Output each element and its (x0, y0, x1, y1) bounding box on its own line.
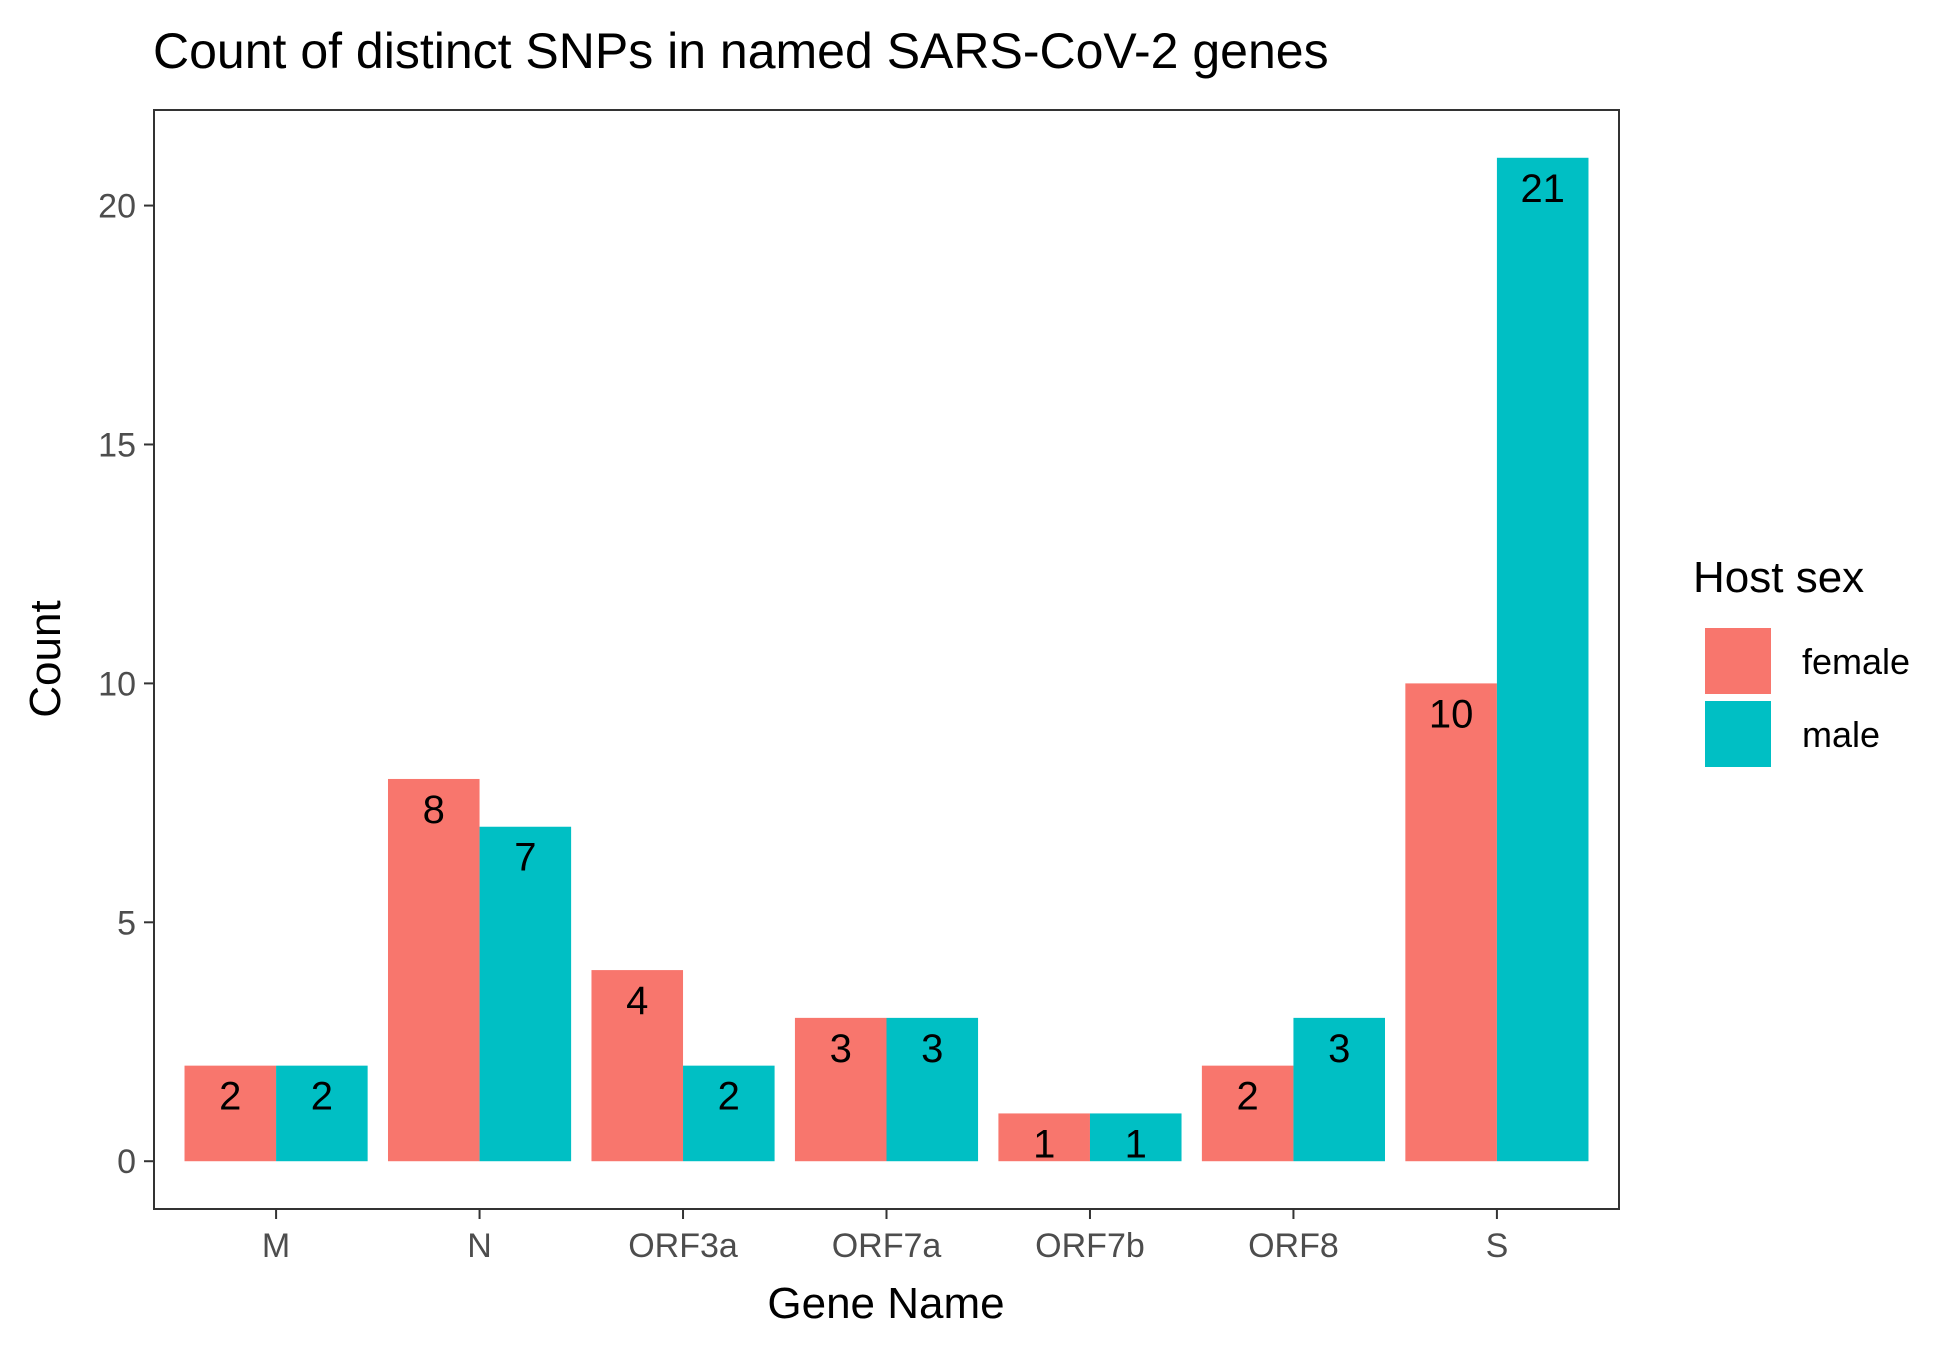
bar-value-label-orf8-female: 2 (1237, 1075, 1259, 1119)
y-tick-label: 10 (98, 665, 136, 703)
x-tick-label-m: M (262, 1227, 290, 1265)
bar-labels-group: 2 2 8 7 4 2 3 3 1 1 2 3 10 21 (219, 167, 1565, 1167)
bar-n-male (479, 826, 572, 1162)
bar-value-label-n-female: 8 (423, 788, 445, 832)
bar-m-male (276, 1065, 368, 1162)
bar-value-label-orf8-male: 3 (1328, 1027, 1350, 1071)
bar-value-label-orf3a-female: 4 (626, 979, 648, 1023)
bar-orf8-male (1293, 1017, 1385, 1162)
y-tick-label: 0 (117, 1143, 136, 1181)
x-tick-label-orf8: ORF8 (1248, 1227, 1339, 1265)
y-tick-label: 15 (98, 426, 136, 464)
x-axis: M N ORF3a ORF7a ORF7b ORF8 S (262, 1209, 1508, 1265)
bar-orf7a-male (886, 1017, 979, 1162)
bar-orf3a-female (591, 970, 684, 1162)
bar-orf7a-female (794, 1017, 887, 1162)
bar-n-female (387, 778, 480, 1162)
x-axis-title: Gene Name (767, 1279, 1004, 1328)
y-axis-title: Count (21, 600, 70, 717)
bar-orf3a-male (683, 1065, 775, 1162)
bar-orf8-female (1201, 1065, 1294, 1162)
bar-value-label-n-male: 7 (514, 836, 536, 880)
legend-label-male: male (1802, 714, 1880, 755)
bar-orf7b-female (998, 1113, 1090, 1162)
bar-value-label-m-female: 2 (219, 1075, 241, 1119)
x-tick-label-orf7b: ORF7b (1035, 1227, 1145, 1265)
legend-title: Host sex (1693, 553, 1864, 602)
bar-value-label-orf7b-female: 1 (1033, 1122, 1055, 1166)
legend-key-male (1705, 701, 1771, 767)
chart-title: Count of distinct SNPs in named SARS-CoV… (153, 23, 1329, 79)
bar-value-label-orf7a-female: 3 (830, 1027, 852, 1071)
x-tick-label-n: N (467, 1227, 492, 1265)
bar-m-female (184, 1065, 277, 1162)
y-tick-label: 20 (98, 188, 136, 226)
x-tick-label-s: S (1486, 1227, 1509, 1265)
bars-group (184, 157, 1589, 1162)
legend-key-female (1705, 628, 1771, 694)
x-tick-label-orf3a: ORF3a (628, 1227, 738, 1265)
y-axis: 0 5 10 15 20 (98, 188, 154, 1181)
bar-orf7b-male (1089, 1113, 1182, 1162)
bar-value-label-orf7b-male: 1 (1125, 1122, 1147, 1166)
bar-value-label-m-male: 2 (311, 1075, 333, 1119)
bar-s-male (1496, 157, 1589, 1162)
bar-s-female (1405, 683, 1497, 1162)
x-tick-label-orf7a: ORF7a (832, 1227, 942, 1265)
y-tick-label: 5 (117, 904, 136, 942)
bar-value-label-s-female: 10 (1429, 692, 1474, 736)
legend: Host sex female male (1693, 553, 1910, 767)
legend-label-female: female (1802, 641, 1910, 682)
bar-value-label-orf7a-male: 3 (921, 1027, 943, 1071)
bar-value-label-orf3a-male: 2 (718, 1075, 740, 1119)
bar-value-label-s-male: 21 (1520, 167, 1565, 211)
